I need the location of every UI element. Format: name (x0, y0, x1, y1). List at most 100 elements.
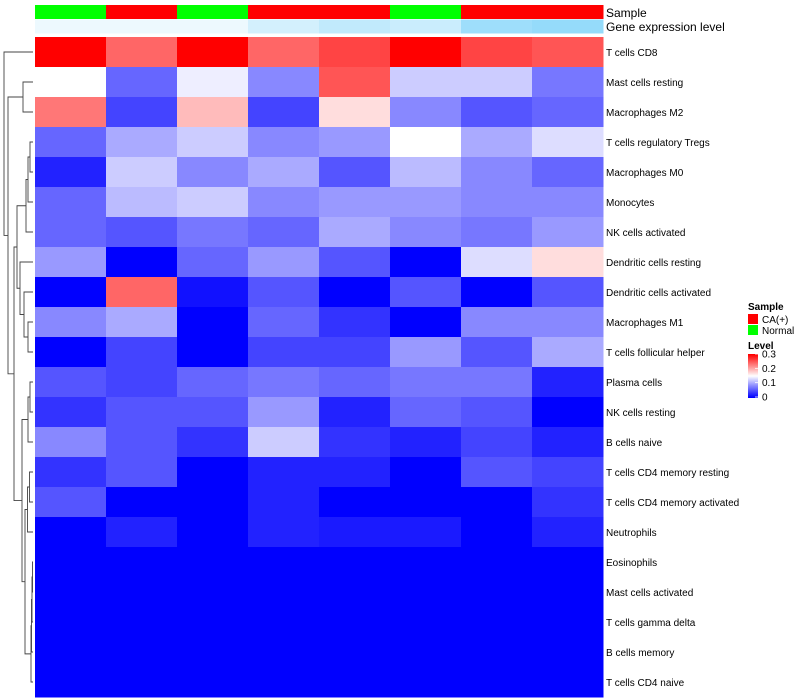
heatmap-cell (35, 577, 107, 608)
heatmap-cell (461, 337, 533, 368)
heatmap-cell (248, 67, 320, 98)
heatmap-cell (248, 277, 320, 308)
heatmap-cell (177, 307, 249, 338)
heatmap-cell (461, 517, 533, 548)
legend-color-step (748, 380, 758, 382)
row-label: Macrophages M1 (606, 318, 684, 329)
heatmap-cell (319, 547, 391, 578)
heatmap-cell (248, 37, 320, 68)
heatmap-cell (35, 487, 107, 518)
heatmap-cell (461, 247, 533, 278)
legend-color-step (748, 381, 758, 383)
legend-color-step (748, 364, 758, 366)
legend-color-step (748, 356, 758, 358)
heatmap-cell (319, 367, 391, 398)
row-label: T cells follicular helper (606, 348, 705, 359)
legend-color-step (748, 360, 758, 362)
row-label: T cells gamma delta (606, 618, 696, 629)
dendrogram-branch (23, 291, 33, 338)
heatmap-cell (177, 337, 249, 368)
heatmap-cell (390, 547, 462, 578)
heatmap-cell (177, 667, 249, 698)
heatmap-cell (532, 187, 604, 218)
heatmap-cell (390, 157, 462, 188)
legend-color-step (748, 383, 758, 385)
dendrogram-branch (24, 509, 31, 655)
heatmap-cell (248, 637, 320, 668)
heatmap-cell (248, 97, 320, 128)
row-label: T cells CD4 naive (606, 678, 685, 689)
heatmap-cell (319, 427, 391, 458)
legend-color-step (748, 354, 758, 356)
legend-tick-label: 0.2 (762, 364, 776, 375)
heatmap-cell (532, 367, 604, 398)
heatmap-cell (177, 547, 249, 578)
heatmap-cell (248, 307, 320, 338)
heatmap-cell (390, 187, 462, 218)
heatmap-cell (106, 457, 178, 488)
heatmap-cell (461, 187, 533, 218)
heatmap-cell (106, 397, 178, 428)
legend-color-step (748, 367, 758, 369)
heatmap-cell (461, 547, 533, 578)
heatmap-cell (35, 97, 107, 128)
heatmap-cell (35, 217, 107, 248)
heatmap-cell (532, 37, 604, 68)
heatmap-cell (390, 67, 462, 98)
heatmap-cell (35, 607, 107, 638)
legend: Sample CA(+)Normal Level 0.3 0.2 0.1 0 (748, 302, 794, 404)
heatmap-cell (177, 247, 249, 278)
heatmap-cell (106, 67, 178, 98)
heatmap-cell (35, 427, 107, 458)
row-label: NK cells activated (606, 228, 685, 239)
heatmap-cell (461, 127, 533, 158)
heatmap-cell (248, 157, 320, 188)
heatmap-cell (177, 457, 249, 488)
dendrogram-branch (27, 156, 33, 203)
legend-color-step (748, 365, 758, 367)
legend-color-step (748, 384, 758, 386)
heatmap-cell (106, 247, 178, 278)
heatmap-cell (177, 517, 249, 548)
heatmap-cell (177, 277, 249, 308)
heatmap-cell (319, 397, 391, 428)
dendrogram-branch (27, 396, 33, 443)
heatmap-cell (532, 97, 604, 128)
row-label: T cells CD8 (606, 48, 658, 59)
heatmap-cell (532, 637, 604, 668)
heatmap-cell (35, 307, 107, 338)
heatmap-cell (248, 547, 320, 578)
heatmap-cell (532, 667, 604, 698)
heatmap-cell (319, 517, 391, 548)
heatmap-cell (106, 637, 178, 668)
sample-annotation-cell (35, 5, 107, 19)
legend-label: Normal (762, 326, 794, 337)
legend-color-step (748, 390, 758, 392)
legend-color-step (748, 387, 758, 389)
heatmap-cell (319, 457, 391, 488)
dendrogram-branch (19, 261, 33, 315)
heatmap-cell (461, 667, 533, 698)
legend-color-step (748, 388, 758, 390)
legend-level-title: Level (748, 341, 774, 352)
heatmap-cell (177, 577, 249, 608)
legend-color-step (748, 389, 758, 391)
heatmap-cell (390, 217, 462, 248)
row-label: Eosinophils (606, 558, 657, 569)
heatmap-cell (461, 457, 533, 488)
row-label: Mast cells activated (606, 588, 693, 599)
heatmap-cell (461, 67, 533, 98)
heatmap-cell (177, 367, 249, 398)
heatmap-cell (35, 277, 107, 308)
heatmap-cell (106, 607, 178, 638)
heatmap-cell (106, 337, 178, 368)
heatmap-cell (319, 217, 391, 248)
heatmap-cell (248, 457, 320, 488)
heatmap-cell (319, 127, 391, 158)
legend-color-step (748, 370, 758, 372)
heatmap-cell (35, 397, 107, 428)
heatmap-cell (461, 367, 533, 398)
legend-color-step (748, 396, 758, 398)
heatmap-cell (532, 427, 604, 458)
row-dendrogram (3, 51, 33, 683)
